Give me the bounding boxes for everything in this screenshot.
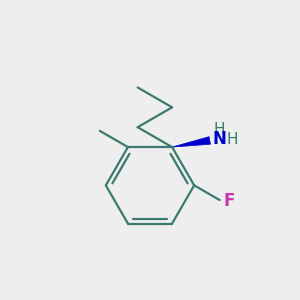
Text: H: H — [226, 132, 238, 147]
Text: N: N — [213, 130, 226, 148]
Text: H: H — [214, 122, 225, 137]
Text: F: F — [223, 192, 235, 210]
Polygon shape — [172, 137, 210, 147]
